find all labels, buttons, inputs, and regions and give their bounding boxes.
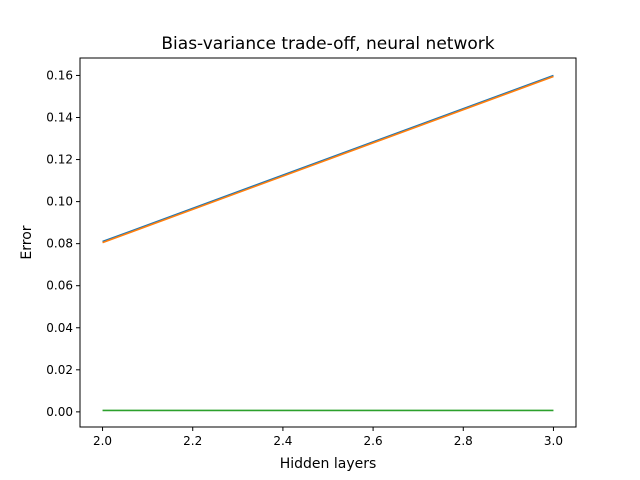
y-tick-label: 0.04 [46,321,73,335]
y-tick-label: 0.14 [46,111,73,125]
x-tick-label: 2.6 [364,434,383,448]
plot-area [79,57,577,428]
series-line-2 [102,75,554,244]
x-tick-label: 2.4 [273,434,292,448]
y-tick-label: 0.02 [46,363,73,377]
y-tick-label: 0.16 [46,68,73,82]
x-axis-label: Hidden layers [280,456,377,472]
y-tick-label: 0.10 [46,195,73,209]
x-tick-label: 2.8 [454,434,473,448]
y-tick-label: 0.08 [46,237,73,251]
series-layer [102,74,554,412]
x-tick-label: 2.2 [183,434,202,448]
y-axis: 0.00 0.02 0.04 0.06 0.08 0.10 0.12 0.14 0.16 [46,68,80,419]
series-line-1 [102,74,554,243]
chart-title: Bias-variance trade-off, neural network [161,34,494,54]
x-axis: 2.0 2.2 2.4 2.6 2.8 3.0 [93,427,563,448]
y-axis-label: Error [19,225,35,259]
x-tick-label: 2.0 [93,434,112,448]
plot-frame [79,57,577,428]
y-tick-label: 0.06 [46,279,73,293]
x-tick-label: 3.0 [544,434,563,448]
y-tick-label: 0.00 [46,405,73,419]
y-tick-label: 0.12 [46,153,73,167]
